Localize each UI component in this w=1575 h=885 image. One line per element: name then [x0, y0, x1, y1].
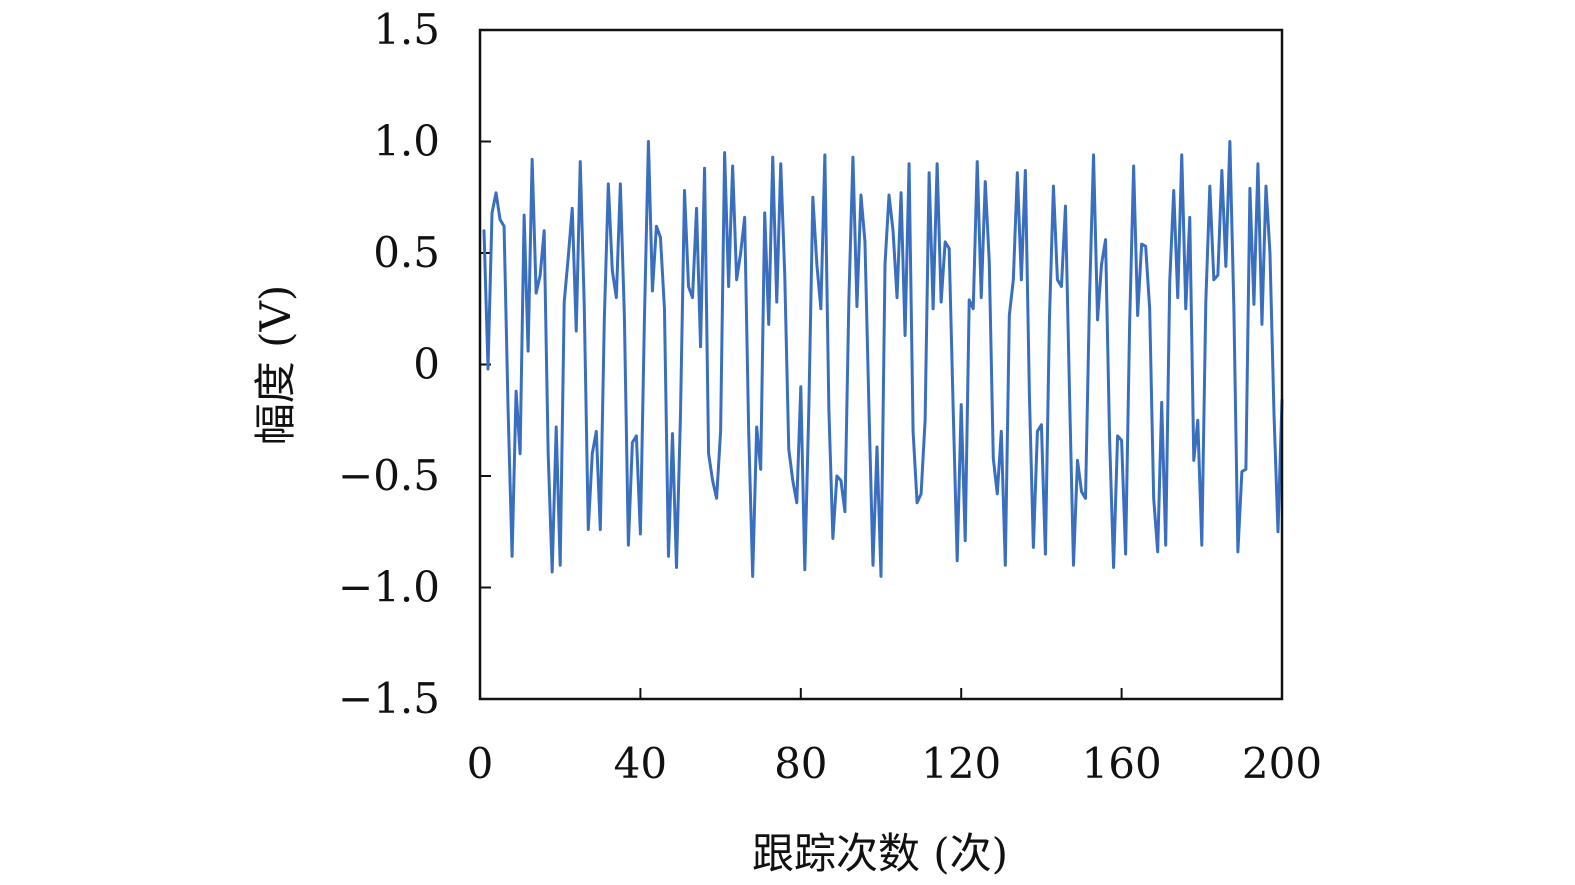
y-axis-label: 幅度 (V)	[251, 285, 300, 445]
y-tick-label: −0.5	[338, 451, 440, 500]
y-tick-label: −1.0	[338, 563, 440, 612]
y-tick-label: 1.5	[373, 5, 440, 54]
x-tick-label: 0	[467, 739, 494, 788]
y-axis-ticks: −1.5 −1.0 −0.5 0 0.5 1.0 1.5	[338, 5, 491, 723]
x-tick-label: 160	[1082, 739, 1162, 788]
y-tick-label: 0	[413, 340, 440, 389]
y-tick-label: 1.0	[373, 117, 440, 166]
x-axis-label: 跟踪次数 (次)	[752, 829, 1008, 878]
amplitude-series-line	[482, 140, 1284, 578]
y-tick-label: −1.5	[338, 674, 440, 723]
plot-frame	[478, 28, 1284, 701]
x-tick-label: 200	[1242, 739, 1322, 788]
x-tick-label: 120	[921, 739, 1001, 788]
x-tick-label: 40	[614, 739, 667, 788]
x-axis-ticks: 0 40 80 120 160 200	[467, 688, 1322, 788]
x-tick-label: 80	[774, 739, 827, 788]
y-tick-label: 0.5	[373, 228, 440, 277]
